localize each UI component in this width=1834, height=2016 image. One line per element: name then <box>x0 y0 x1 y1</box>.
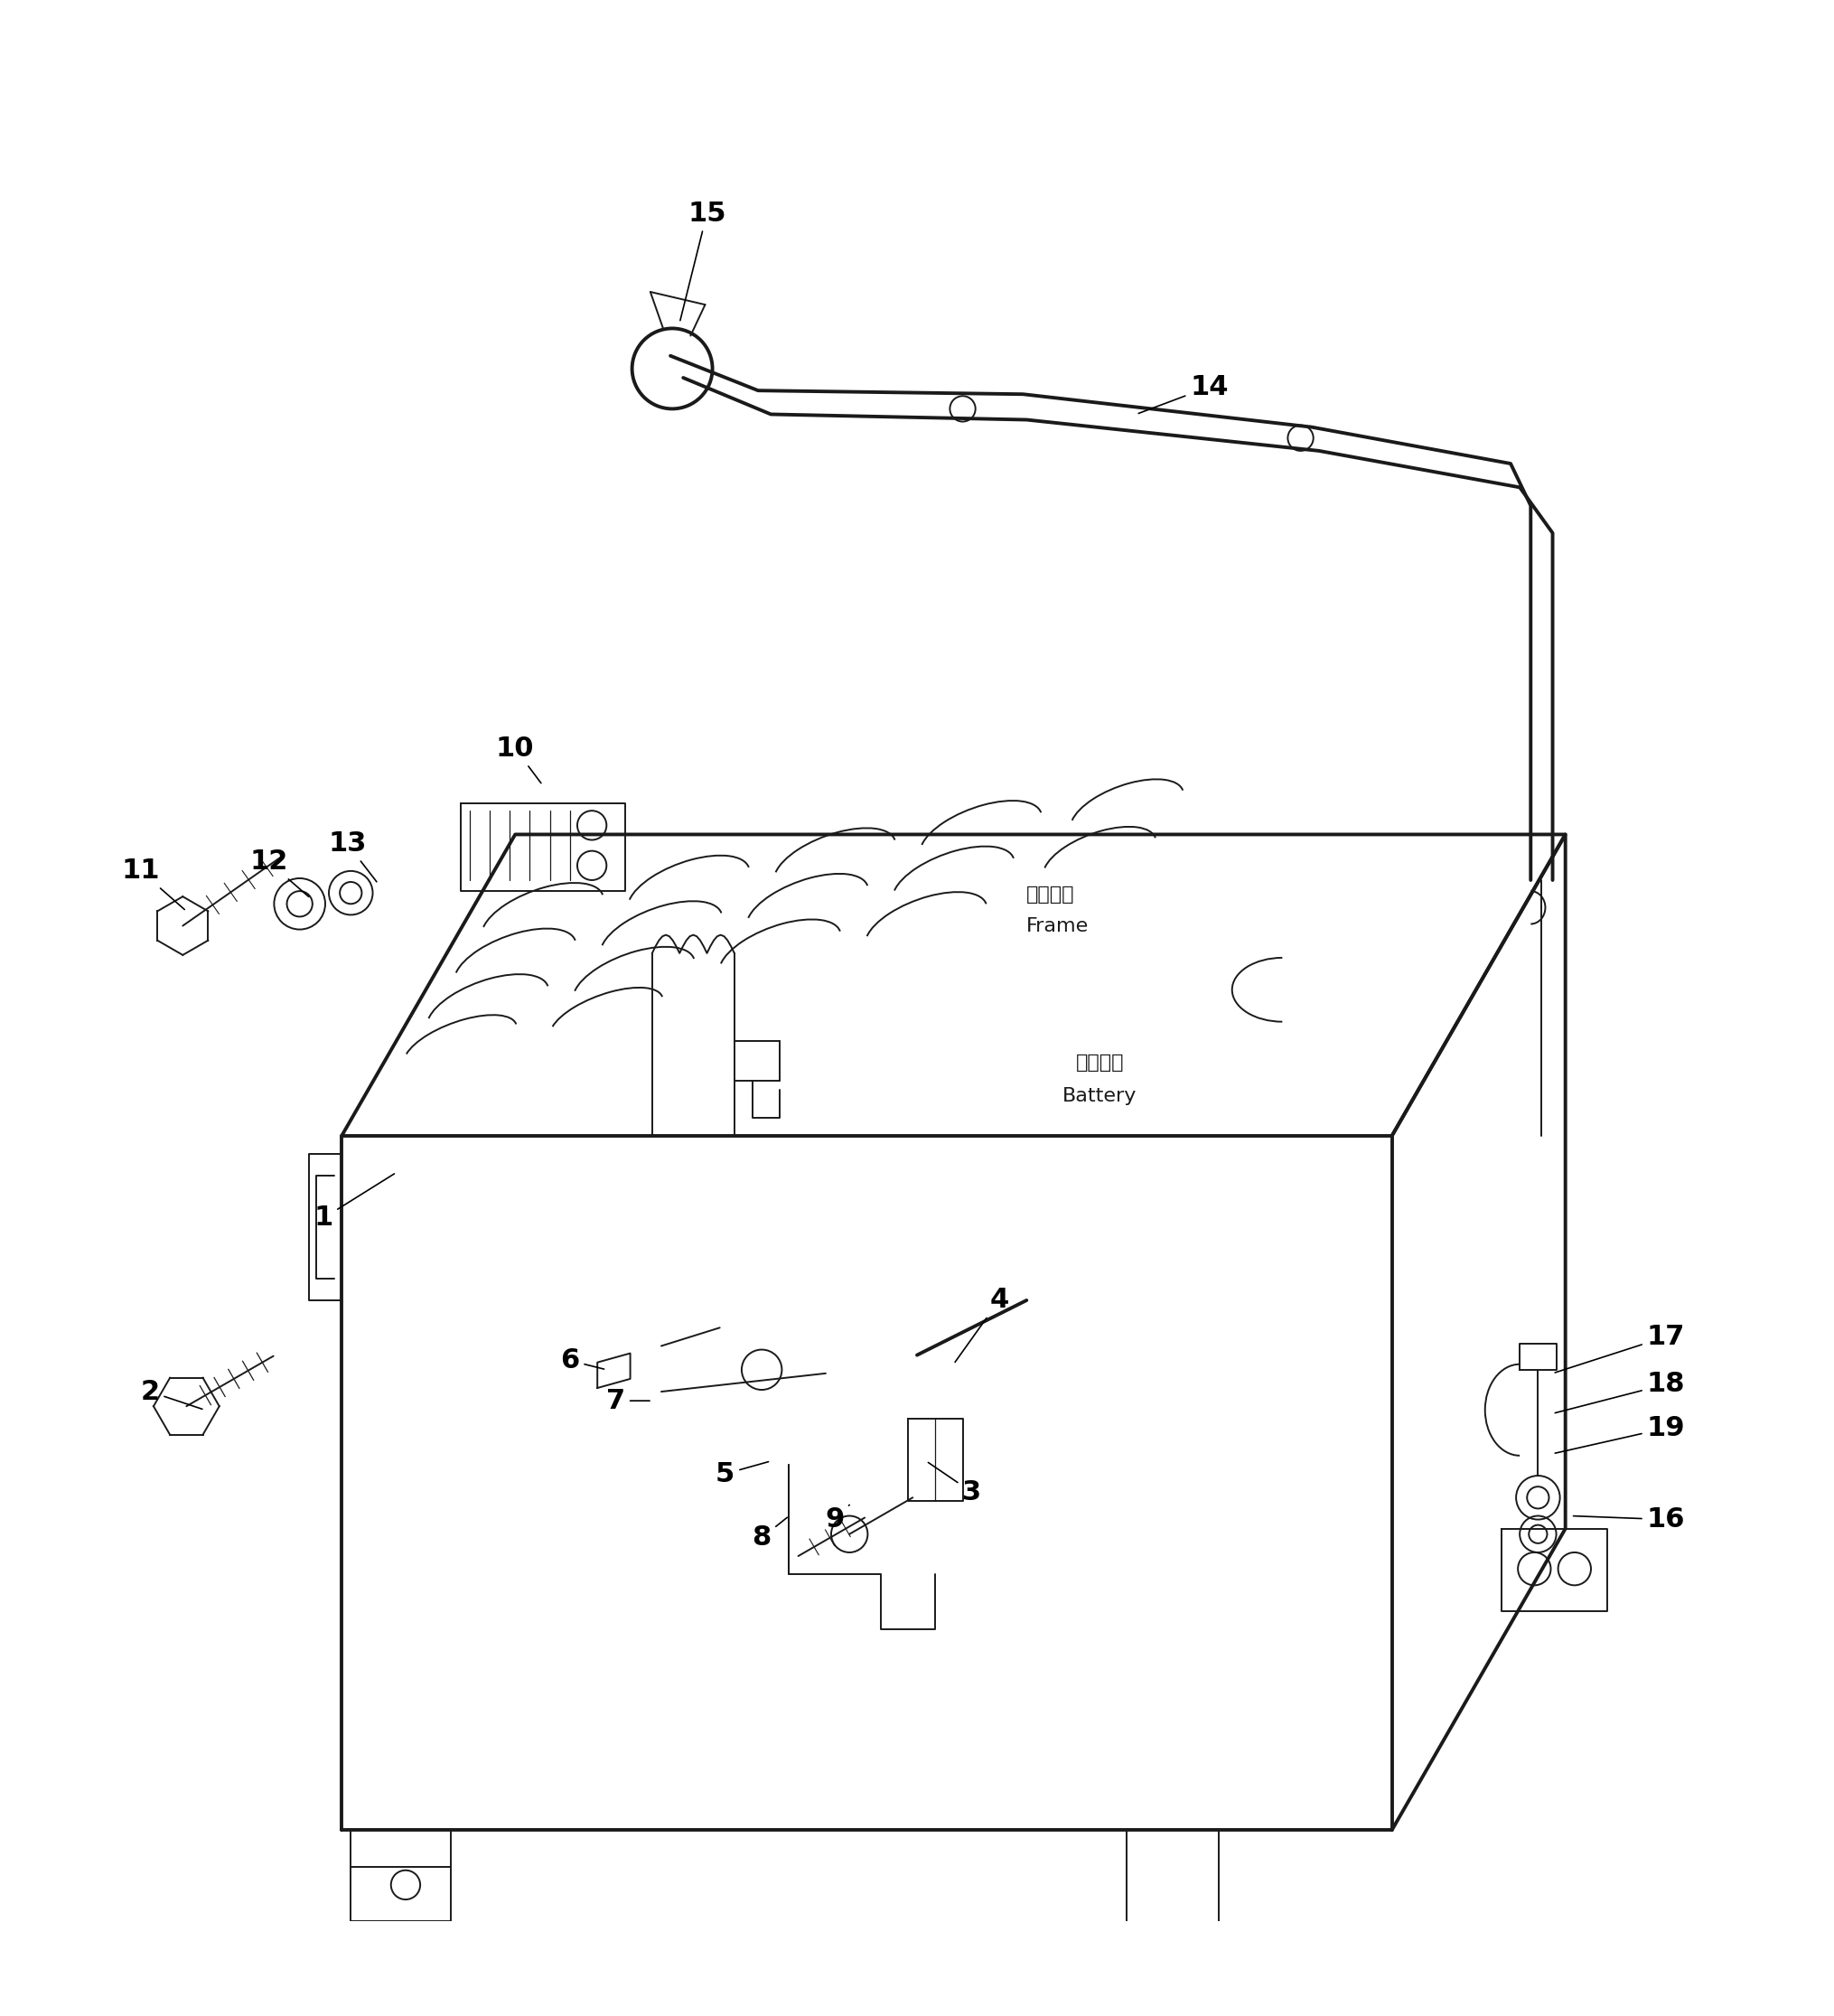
Text: 13: 13 <box>328 831 376 881</box>
Text: 18: 18 <box>1555 1371 1685 1413</box>
Text: 16: 16 <box>1574 1506 1685 1532</box>
Text: フレーム: フレーム <box>1027 885 1075 903</box>
Text: バッテリ: バッテリ <box>1075 1054 1124 1073</box>
Text: 7: 7 <box>605 1387 649 1413</box>
Text: 10: 10 <box>495 736 541 782</box>
Text: 4: 4 <box>956 1286 1009 1363</box>
Text: 15: 15 <box>680 200 726 321</box>
Text: 2: 2 <box>141 1379 202 1409</box>
Text: 3: 3 <box>928 1462 981 1506</box>
Text: Battery: Battery <box>1062 1087 1137 1105</box>
Text: 8: 8 <box>752 1518 787 1550</box>
Text: 14: 14 <box>1139 373 1229 413</box>
Text: 1: 1 <box>314 1173 394 1232</box>
Text: 11: 11 <box>121 859 185 909</box>
Text: 17: 17 <box>1555 1325 1685 1373</box>
Text: 19: 19 <box>1555 1415 1685 1454</box>
Text: 6: 6 <box>561 1347 603 1373</box>
Text: 9: 9 <box>825 1504 849 1532</box>
Text: Frame: Frame <box>1027 917 1089 935</box>
Text: 12: 12 <box>249 849 308 897</box>
Text: 5: 5 <box>715 1462 768 1488</box>
